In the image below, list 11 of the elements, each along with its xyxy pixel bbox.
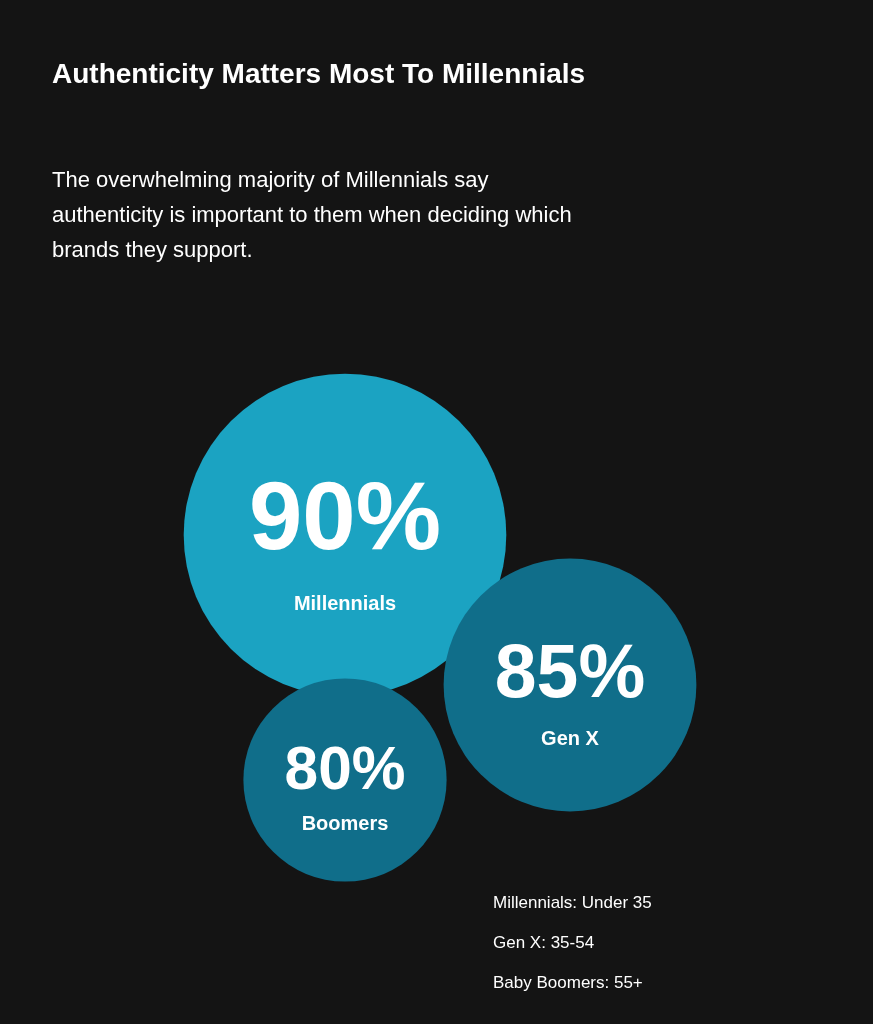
text: Authenticity Matters Most To Millennials <box>52 58 586 89</box>
category-label: Gen X <box>541 727 600 750</box>
category-label: Boomers <box>301 811 389 834</box>
text: Millennials: Under 35 <box>493 893 652 912</box>
category-label: Millennials <box>293 592 397 615</box>
text: Baby Boomers: 55+ <box>493 973 643 992</box>
text: Gen X: 35-54 <box>493 933 595 952</box>
data-label: 85% <box>494 628 646 713</box>
text: The overwhelming majority of Millennials say authenticity is important to them when deciding which brands they support. <box>52 167 572 262</box>
data-label: 80% <box>284 733 406 802</box>
data-label: 90% <box>249 462 441 570</box>
